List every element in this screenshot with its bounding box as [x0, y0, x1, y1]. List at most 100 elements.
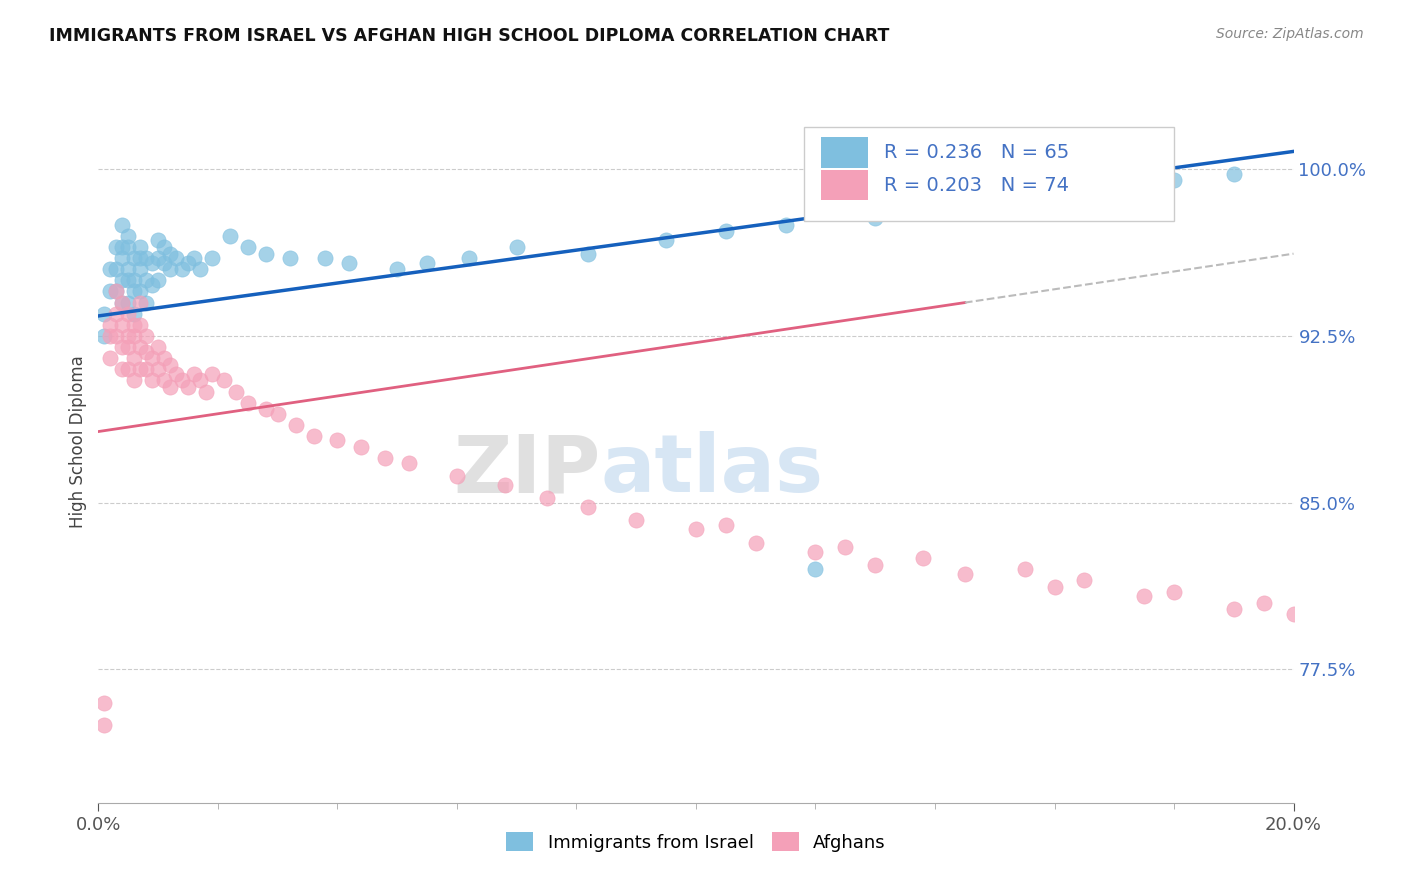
Point [578, 500, 600, 515]
Point [159, 246, 181, 260]
Y-axis label: High School Diploma: High School Diploma [69, 355, 87, 528]
Point [1253, 596, 1275, 610]
Point [446, 469, 468, 483]
Text: R = 0.236   N = 65: R = 0.236 N = 65 [883, 143, 1069, 162]
Point [1043, 580, 1066, 594]
Point [98, 318, 122, 332]
Point [105, 240, 128, 254]
Point [578, 246, 600, 260]
Point [1133, 589, 1156, 603]
Point [685, 522, 707, 536]
Point [124, 251, 146, 265]
Point [111, 273, 134, 287]
FancyBboxPatch shape [821, 169, 868, 200]
Point [124, 273, 146, 287]
Point [129, 251, 152, 265]
Point [117, 262, 139, 277]
Point [105, 285, 128, 299]
Point [153, 255, 176, 269]
Point [714, 517, 737, 532]
Point [129, 285, 152, 299]
Point [93, 307, 115, 321]
Point [398, 456, 420, 470]
FancyBboxPatch shape [804, 128, 1174, 221]
Point [912, 551, 935, 566]
Point [141, 351, 163, 366]
Point [124, 351, 146, 366]
Point [129, 262, 152, 277]
Point [105, 262, 128, 277]
Point [1104, 180, 1126, 194]
Point [188, 262, 211, 277]
Point [129, 318, 152, 332]
Point [165, 251, 187, 265]
Point [201, 251, 224, 265]
Legend: Immigrants from Israel, Afghans: Immigrants from Israel, Afghans [499, 825, 893, 859]
Point [153, 351, 176, 366]
Point [159, 358, 181, 372]
Point [117, 362, 139, 376]
Point [124, 318, 146, 332]
Point [745, 535, 768, 549]
Point [953, 202, 976, 217]
Point [374, 451, 396, 466]
Point [804, 562, 827, 576]
Point [141, 255, 163, 269]
Point [117, 295, 139, 310]
Point [267, 407, 290, 421]
Point [111, 362, 134, 376]
Point [111, 295, 134, 310]
Point [506, 240, 529, 254]
Point [124, 329, 146, 343]
Point [124, 373, 146, 387]
Point [105, 329, 128, 343]
Point [117, 240, 139, 254]
Point [135, 329, 157, 343]
Point [416, 255, 439, 269]
Point [148, 233, 170, 247]
Point [284, 417, 307, 432]
Point [135, 251, 157, 265]
Point [117, 329, 139, 343]
Point [1163, 584, 1185, 599]
Point [148, 251, 170, 265]
Point [111, 318, 134, 332]
Point [536, 491, 558, 506]
Point [124, 307, 146, 321]
Point [494, 478, 516, 492]
Point [98, 351, 122, 366]
Point [172, 262, 194, 277]
Point [111, 251, 134, 265]
Point [219, 228, 242, 243]
Point [458, 251, 481, 265]
Point [93, 329, 115, 343]
Point [326, 434, 349, 448]
Point [1043, 189, 1066, 203]
Point [124, 285, 146, 299]
Text: IMMIGRANTS FROM ISRAEL VS AFGHAN HIGH SCHOOL DIPLOMA CORRELATION CHART: IMMIGRANTS FROM ISRAEL VS AFGHAN HIGH SC… [49, 27, 890, 45]
Point [865, 211, 887, 226]
Point [254, 402, 277, 417]
Point [98, 262, 122, 277]
Point [105, 285, 128, 299]
Point [1014, 562, 1036, 576]
Point [1073, 574, 1095, 588]
Point [98, 329, 122, 343]
Point [129, 362, 152, 376]
Point [129, 340, 152, 354]
Point [302, 429, 325, 443]
Point [129, 295, 152, 310]
Point [1014, 158, 1036, 172]
Point [93, 696, 115, 710]
Point [236, 240, 259, 254]
Point [177, 255, 200, 269]
Point [111, 340, 134, 354]
Point [626, 513, 648, 527]
Point [93, 718, 115, 732]
Point [201, 367, 224, 381]
Point [236, 395, 259, 409]
Point [714, 224, 737, 238]
Point [183, 367, 205, 381]
Point [165, 367, 187, 381]
Point [865, 558, 887, 572]
